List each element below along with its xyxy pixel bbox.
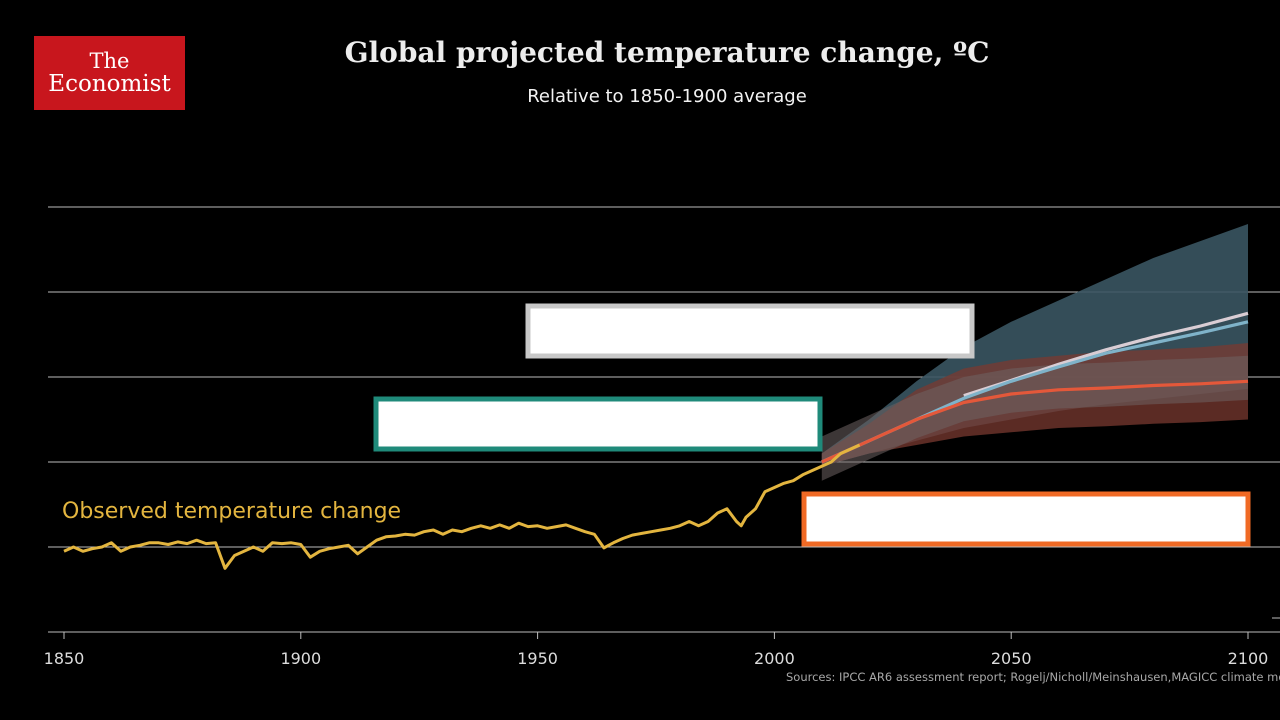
- x-tick-label: 2050: [991, 649, 1032, 668]
- x-tick-label: 2100: [1228, 649, 1269, 668]
- x-tick-label: 2000: [754, 649, 795, 668]
- x-tick-label: 1900: [280, 649, 321, 668]
- observed-series-label: Observed temperature change: [62, 499, 401, 524]
- economist-logo: The Economist: [34, 36, 185, 110]
- x-tick-label: 1950: [517, 649, 558, 668]
- logo-line-1: The: [89, 49, 130, 73]
- chart-title: Global projected temperature change, ºC: [344, 36, 990, 69]
- x-tick-label: 1850: [44, 649, 85, 668]
- projection-line: [821, 379, 1249, 464]
- logo-line-2: Economist: [48, 71, 171, 97]
- source-note: Sources: IPCC AR6 assessment report; Rog…: [786, 670, 1280, 684]
- annotation-box: [373, 396, 823, 452]
- annotation-box: [525, 303, 975, 359]
- annotation-box: [801, 491, 1251, 547]
- chart-subtitle: Relative to 1850-1900 average: [527, 86, 807, 107]
- observed-line: [63, 443, 861, 570]
